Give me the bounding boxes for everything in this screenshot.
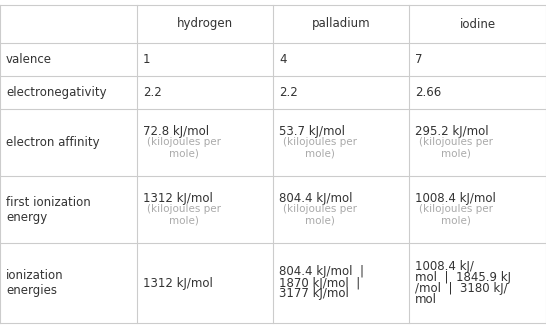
Text: 804.4 kJ/mol  |: 804.4 kJ/mol | [279, 265, 364, 278]
Text: 2.66: 2.66 [415, 86, 441, 99]
Text: 1008.4 kJ/mol: 1008.4 kJ/mol [415, 192, 496, 205]
Text: 2.2: 2.2 [279, 86, 298, 99]
Text: 4: 4 [279, 53, 287, 66]
Text: 72.8 kJ/mol: 72.8 kJ/mol [143, 125, 209, 138]
Text: /mol  |  3180 kJ/: /mol | 3180 kJ/ [415, 282, 508, 295]
Text: electron affinity: electron affinity [6, 136, 99, 149]
Text: (kilojoules per
mole): (kilojoules per mole) [147, 137, 221, 159]
Text: (kilojoules per
mole): (kilojoules per mole) [419, 204, 493, 226]
Text: valence: valence [6, 53, 52, 66]
Text: (kilojoules per
mole): (kilojoules per mole) [419, 137, 493, 159]
Text: 295.2 kJ/mol: 295.2 kJ/mol [415, 125, 489, 138]
Text: 2.2: 2.2 [143, 86, 162, 99]
Text: hydrogen: hydrogen [177, 17, 233, 31]
Text: electronegativity: electronegativity [6, 86, 106, 99]
Text: iodine: iodine [459, 17, 496, 31]
Text: (kilojoules per
mole): (kilojoules per mole) [147, 204, 221, 226]
Text: 53.7 kJ/mol: 53.7 kJ/mol [279, 125, 345, 138]
Text: 1: 1 [143, 53, 151, 66]
Text: mol: mol [415, 293, 437, 306]
Text: (kilojoules per
mole): (kilojoules per mole) [283, 204, 357, 226]
Text: 1312 kJ/mol: 1312 kJ/mol [143, 277, 213, 290]
Text: (kilojoules per
mole): (kilojoules per mole) [283, 137, 357, 159]
Text: 7: 7 [415, 53, 423, 66]
Text: 1008.4 kJ/: 1008.4 kJ/ [415, 260, 474, 273]
Text: 3177 kJ/mol: 3177 kJ/mol [279, 288, 349, 300]
Text: 804.4 kJ/mol: 804.4 kJ/mol [279, 192, 353, 205]
Text: palladium: palladium [312, 17, 370, 31]
Text: ionization
energies: ionization energies [6, 269, 64, 297]
Text: 1870 kJ/mol  |: 1870 kJ/mol | [279, 277, 360, 290]
Text: mol  |  1845.9 kJ: mol | 1845.9 kJ [415, 271, 511, 284]
Text: 1312 kJ/mol: 1312 kJ/mol [143, 192, 213, 205]
Text: first ionization
energy: first ionization energy [6, 195, 91, 223]
